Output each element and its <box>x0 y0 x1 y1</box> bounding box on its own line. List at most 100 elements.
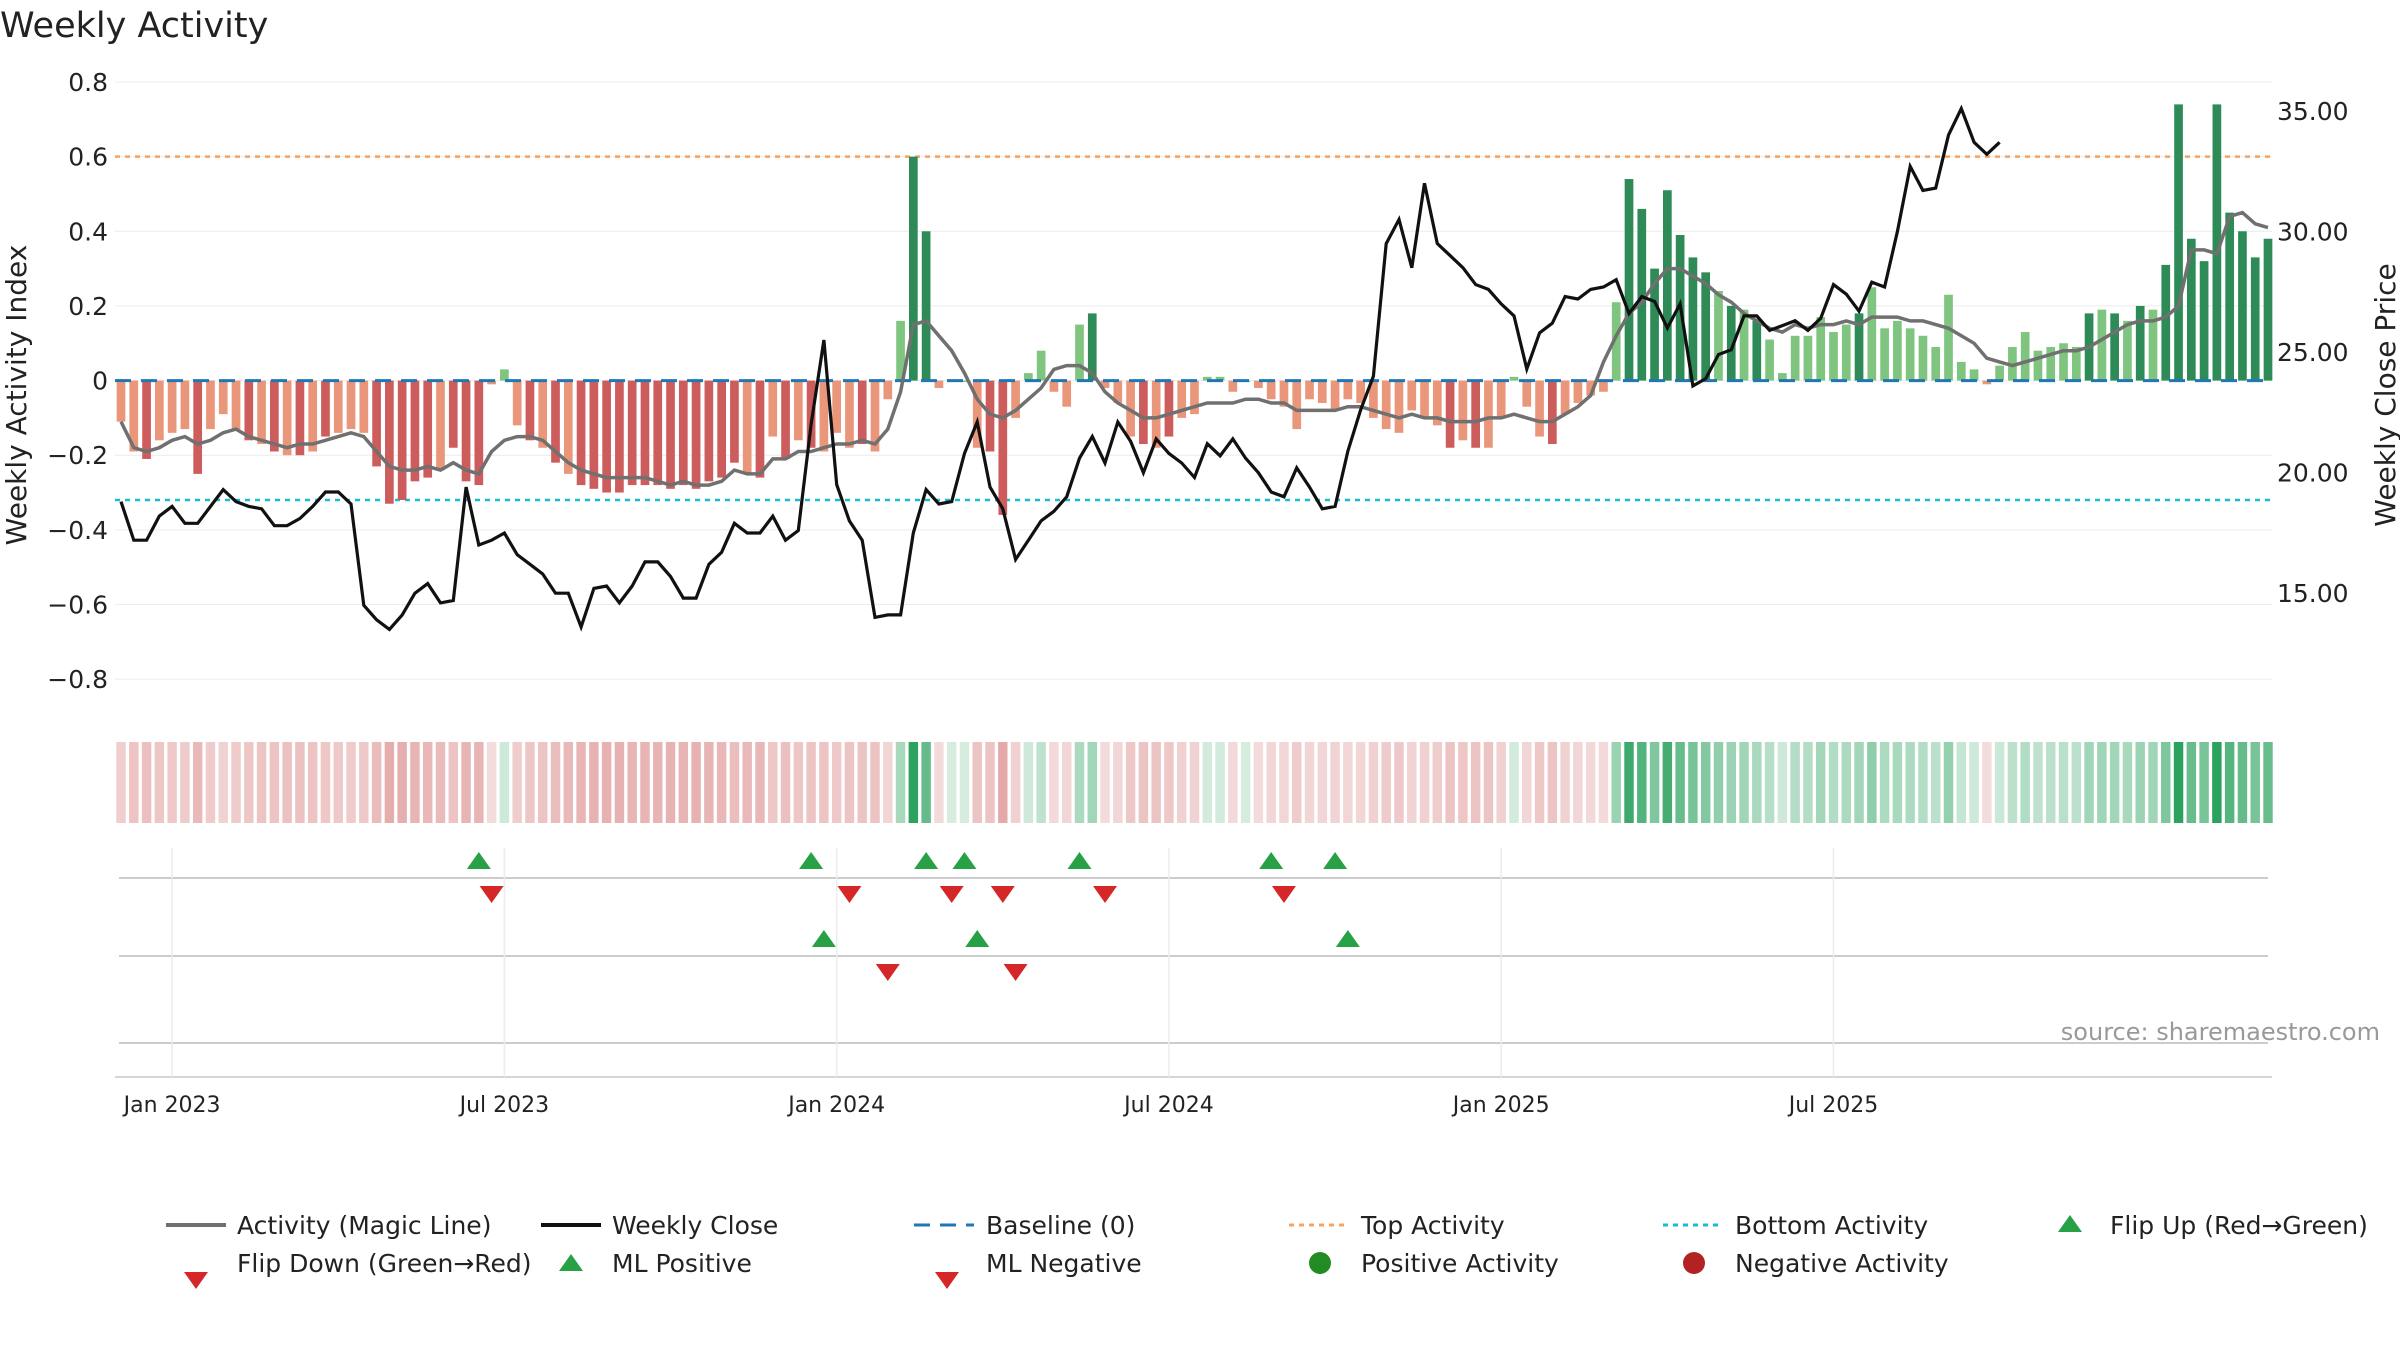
activity-bar <box>1369 380 1378 418</box>
activity-bar <box>1547 380 1557 445</box>
strip-cell <box>422 742 433 823</box>
strip-cell <box>806 742 816 823</box>
activity-bar <box>1445 380 1455 448</box>
activity-bar <box>1560 380 1570 415</box>
strip-cell <box>269 742 280 823</box>
y2-tick-label: 25.00 <box>2277 338 2349 367</box>
y2-tick-label: 35.00 <box>2277 97 2349 126</box>
strip-cell <box>282 742 292 823</box>
activity-bar <box>1956 361 1966 381</box>
legend-item-positive-activity: Positive Activity <box>1309 1249 1559 1278</box>
magic-line <box>119 210 2269 487</box>
strip-cell <box>1867 742 1877 823</box>
strip-cell <box>1675 742 1685 823</box>
triangle-up-icon <box>559 1254 583 1271</box>
flip-down-marker <box>479 886 504 903</box>
activity-bar <box>1484 380 1493 448</box>
strip-cell <box>244 742 254 823</box>
strip-cell <box>1343 742 1353 823</box>
activity-bar <box>282 380 292 456</box>
activity-bar <box>1164 380 1174 437</box>
strip-cell <box>1496 742 1506 823</box>
strip-cell <box>1164 742 1174 823</box>
activity-bar <box>538 380 548 448</box>
activity-bar <box>461 380 471 482</box>
legend-label: Bottom Activity <box>1735 1211 1928 1240</box>
strip-cell <box>1394 742 1404 823</box>
strip-cell <box>1355 742 1366 823</box>
activity-bar <box>1215 376 1225 381</box>
activity-bar <box>972 380 982 448</box>
strip-cell <box>167 742 177 823</box>
activity-bar <box>1330 380 1340 411</box>
y-tick-label: 0.2 <box>68 292 108 321</box>
activity-bar <box>180 380 190 430</box>
strip-cell <box>1483 742 1494 823</box>
activity-bar <box>1317 380 1327 403</box>
triangle-up-icon <box>2058 1215 2082 1232</box>
activity-bar <box>2263 238 2273 381</box>
activity-bar <box>1905 328 1915 381</box>
strip-cell <box>2173 742 2184 823</box>
activity-bar <box>1867 287 1877 381</box>
circle-icon <box>1309 1252 1331 1274</box>
activity-bar <box>1982 380 1992 385</box>
activity-bar <box>870 380 880 452</box>
y2-axis-ticks: 35.00 30.00 25.00 20.00 15.00 <box>2277 97 2349 608</box>
y-axis-label: Weekly Activity Index <box>0 245 33 546</box>
strip-cell <box>959 742 970 823</box>
activity-bar <box>1075 324 1084 381</box>
activity-bar <box>257 380 266 445</box>
activity-bar <box>1816 317 1826 381</box>
activity-bar <box>1701 272 1711 381</box>
y-axis-ticks: 0.8 0.6 0.4 0.2 0 −0.2 −0.4 −0.6 −0.8 <box>47 68 108 694</box>
activity-bar <box>154 380 164 441</box>
activity-bar <box>2123 320 2132 381</box>
activity-bar <box>2059 343 2068 381</box>
strip-cell <box>1381 742 1391 823</box>
strip-cell <box>921 742 931 823</box>
activity-bar <box>448 380 458 448</box>
activity-bar <box>563 380 573 474</box>
strip-cell <box>1982 742 1992 823</box>
activity-bar <box>1190 380 1199 415</box>
activity-bar <box>1036 350 1046 381</box>
activity-bar <box>1394 380 1404 433</box>
strip-cell <box>1598 742 1609 823</box>
ml-positive-marker <box>811 930 836 947</box>
flip-up-marker <box>466 852 491 869</box>
legend-label: Weekly Close <box>612 1211 778 1240</box>
legend-label: Activity (Magic Line) <box>237 1211 491 1240</box>
strip-cell <box>614 742 625 823</box>
strip-cell <box>2161 742 2171 823</box>
activity-bar <box>321 380 330 437</box>
strip-cell <box>1279 742 1289 823</box>
activity-bar <box>295 380 305 456</box>
strip-cell <box>1918 742 1928 823</box>
activity-bar <box>1599 380 1608 392</box>
strip-cell <box>1611 742 1621 823</box>
activity-bar <box>423 380 433 478</box>
strip-cell <box>1905 742 1915 823</box>
x-tick-label: Jan 2023 <box>122 1093 221 1118</box>
strip-cell <box>895 742 906 823</box>
x-tick-label: Jan 2024 <box>786 1093 885 1118</box>
strip-cell <box>1304 742 1315 823</box>
strip-cell <box>1700 742 1711 823</box>
activity-bar <box>1420 380 1429 418</box>
strip-cell <box>819 742 829 823</box>
strip-cell <box>1061 742 1072 823</box>
strip-cell <box>192 742 203 823</box>
strip-cell <box>2263 742 2273 823</box>
strip-cell <box>678 742 689 823</box>
activity-bar <box>1458 380 1468 441</box>
strip-cell <box>295 742 305 823</box>
strip-cell <box>1330 742 1340 823</box>
strip-cell <box>691 742 701 823</box>
activity-bar <box>896 320 905 381</box>
activity-bar <box>1624 179 1634 381</box>
strip-cell <box>1202 742 1213 823</box>
strip-cell <box>218 742 228 823</box>
strip-cell <box>589 742 599 823</box>
